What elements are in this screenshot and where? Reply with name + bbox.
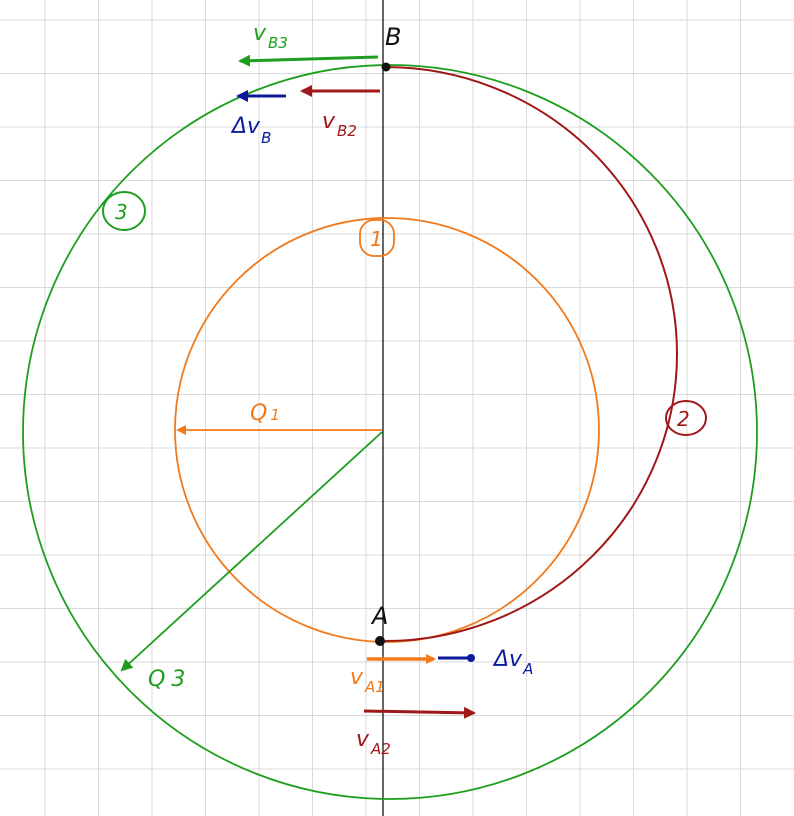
orbit-1 — [174, 217, 600, 643]
point-b-label: B — [385, 23, 401, 51]
svg-text:3: 3 — [115, 200, 128, 224]
radius-r3-arrow — [120, 431, 383, 672]
velocity-a2-label: v A2 — [356, 727, 391, 758]
svg-text:2: 2 — [677, 407, 690, 431]
svg-text:1: 1 — [370, 227, 383, 251]
velocity-a1-label: v A1 — [350, 665, 385, 696]
point-b — [381, 62, 391, 72]
orbit-3-badge: 3 — [102, 191, 146, 231]
velocity-b3-arrow — [238, 54, 379, 67]
point-a-label: A — [370, 602, 388, 630]
velocity-b3-label: v B3 — [253, 21, 288, 52]
velocity-b2-label: v B2 — [322, 109, 357, 140]
velocity-a2-arrow — [363, 706, 476, 719]
point-a — [375, 636, 385, 646]
delta-v-a-label: ΔvA — [492, 647, 533, 678]
transfer-orbit-2 — [384, 66, 678, 642]
orbit-2-badge: 2 — [665, 400, 707, 436]
delta-v-a-tip — [467, 654, 475, 662]
orbit-3 — [22, 64, 758, 800]
orbit-1-badge: 1 — [359, 219, 395, 257]
delta-v-b-label: ΔvB — [230, 114, 271, 147]
